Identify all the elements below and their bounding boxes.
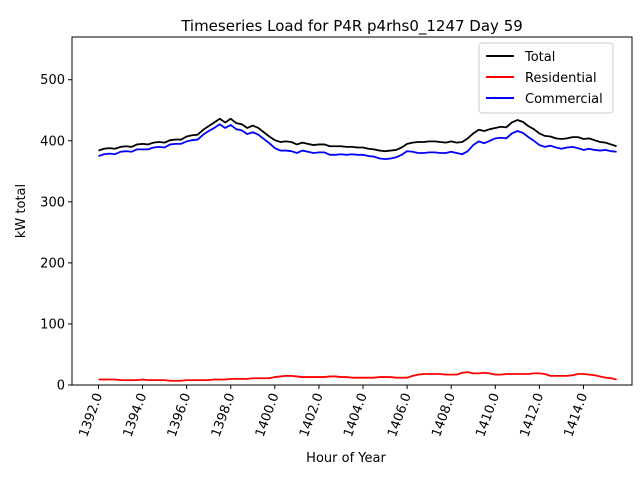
series-line-residential xyxy=(98,371,617,382)
legend-label-residential: Residential xyxy=(525,71,597,86)
legend-label-total: Total xyxy=(524,50,555,65)
x-tick-label: 1408.0 xyxy=(429,391,459,439)
y-axis-label: kW total xyxy=(14,184,29,238)
x-tick-label: 1402.0 xyxy=(297,391,327,439)
x-tick-label: 1396.0 xyxy=(165,391,195,439)
chart-title: Timeseries Load for P4R p4rhs0_1247 Day … xyxy=(180,17,523,36)
x-tick-label: 1394.0 xyxy=(121,391,151,439)
y-tick-label: 300 xyxy=(40,195,65,210)
x-tick-label: 1412.0 xyxy=(518,391,548,439)
x-tick-label: 1400.0 xyxy=(253,391,283,439)
y-tick-label: 100 xyxy=(40,317,65,332)
x-tick-label: 1406.0 xyxy=(385,391,415,439)
x-axis: 1392.0 1394.0 1396.0 1398.0 1400.0 1402.0 1404… xyxy=(77,385,592,439)
plot-frame xyxy=(71,36,633,386)
legend: Total Residential Commercial xyxy=(478,42,614,114)
x-axis-label: Hour of Year xyxy=(306,451,386,466)
x-tick-label: 1414.0 xyxy=(562,391,592,439)
x-tick-label: 1410.0 xyxy=(473,391,503,439)
legend-box xyxy=(478,42,614,114)
series-line-commercial xyxy=(98,123,617,161)
x-tick-label: 1392.0 xyxy=(77,391,107,439)
y-axis: 0 100 200 300 400 500 xyxy=(40,73,72,394)
y-tick-label: 400 xyxy=(40,134,65,149)
series-line-total xyxy=(98,117,617,153)
x-tick-label: 1398.0 xyxy=(209,391,239,439)
legend-label-commercial: Commercial xyxy=(525,92,603,107)
y-tick-label: 500 xyxy=(40,73,65,88)
y-tick-label: 200 xyxy=(40,256,65,271)
x-tick-label: 1404.0 xyxy=(341,391,371,439)
series-layer xyxy=(98,117,617,382)
y-tick-label: 0 xyxy=(57,379,65,394)
